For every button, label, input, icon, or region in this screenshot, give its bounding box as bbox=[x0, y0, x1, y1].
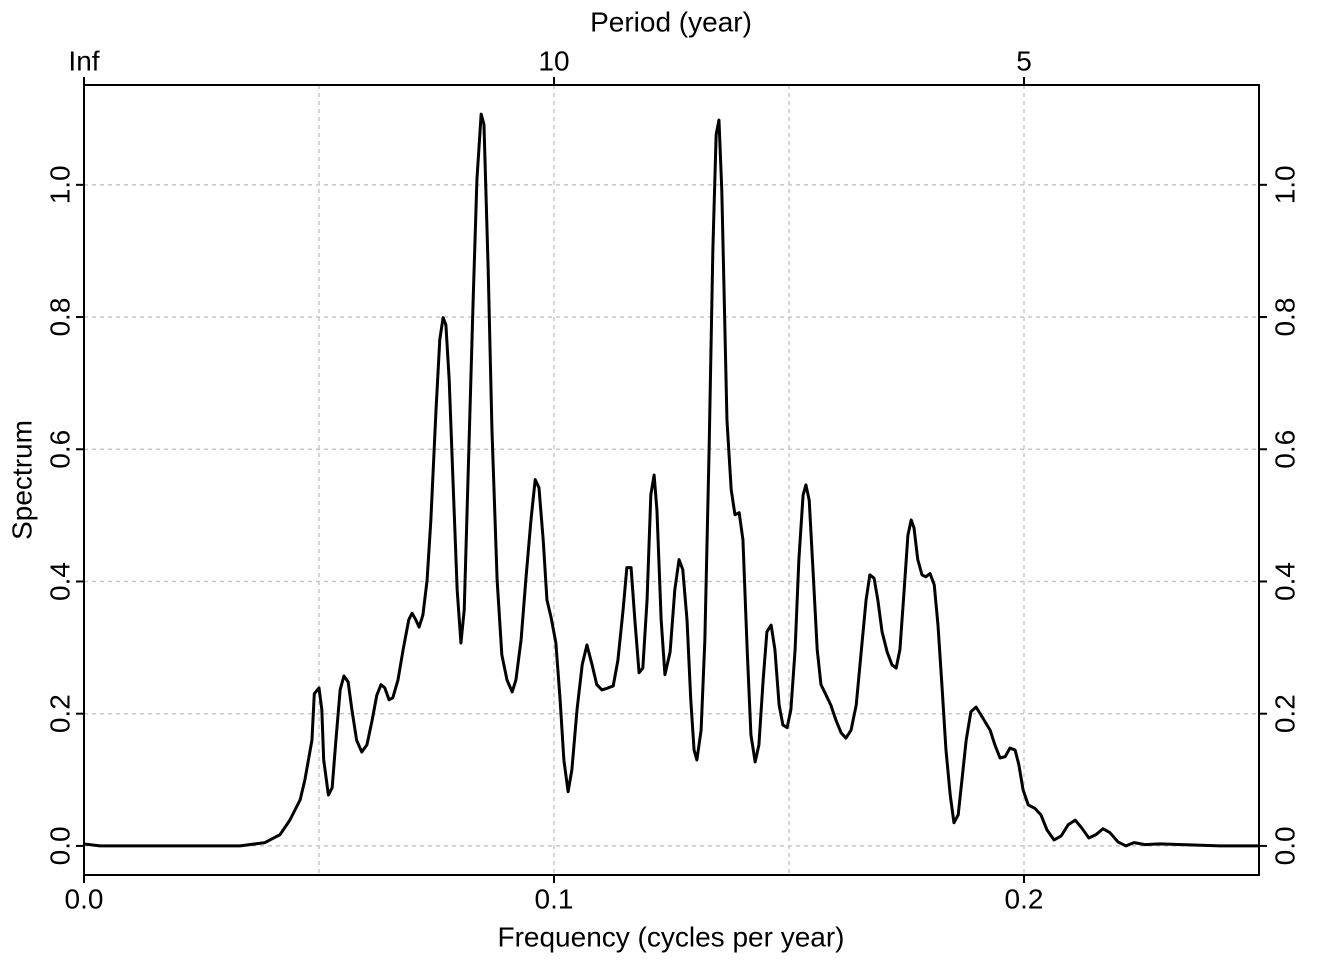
y2-tick-label: 0.2 bbox=[1269, 694, 1300, 733]
x-tick-label: 0.0 bbox=[65, 883, 104, 914]
top-axis-title: Period (year) bbox=[590, 6, 752, 37]
top-tick-label: Inf bbox=[68, 45, 99, 76]
y-axis-title: Spectrum bbox=[6, 420, 37, 540]
y-tick-label: 0.4 bbox=[44, 562, 75, 601]
y2-tick-label: 0.6 bbox=[1269, 430, 1300, 469]
y2-tick-label: 0.8 bbox=[1269, 298, 1300, 337]
y-tick-label: 0.6 bbox=[44, 430, 75, 469]
plot-frame bbox=[83, 84, 1260, 876]
x-axis-title: Frequency (cycles per year) bbox=[497, 921, 844, 952]
y2-tick-label: 1.0 bbox=[1269, 165, 1300, 204]
y-tick-label: 1.0 bbox=[44, 165, 75, 204]
y-tick-label: 0.0 bbox=[44, 826, 75, 865]
spectrum-line bbox=[83, 112, 1259, 848]
y2-tick-label: 0.4 bbox=[1269, 562, 1300, 601]
top-tick-label: 5 bbox=[1016, 45, 1032, 76]
y-tick-label: 0.8 bbox=[44, 298, 75, 337]
y-tick-label: 0.2 bbox=[44, 694, 75, 733]
top-tick-label: 10 bbox=[538, 45, 569, 76]
x-tick-label: 0.1 bbox=[535, 883, 574, 914]
y2-tick-label: 0.0 bbox=[1269, 826, 1300, 865]
x-tick-label: 0.2 bbox=[1005, 883, 1044, 914]
